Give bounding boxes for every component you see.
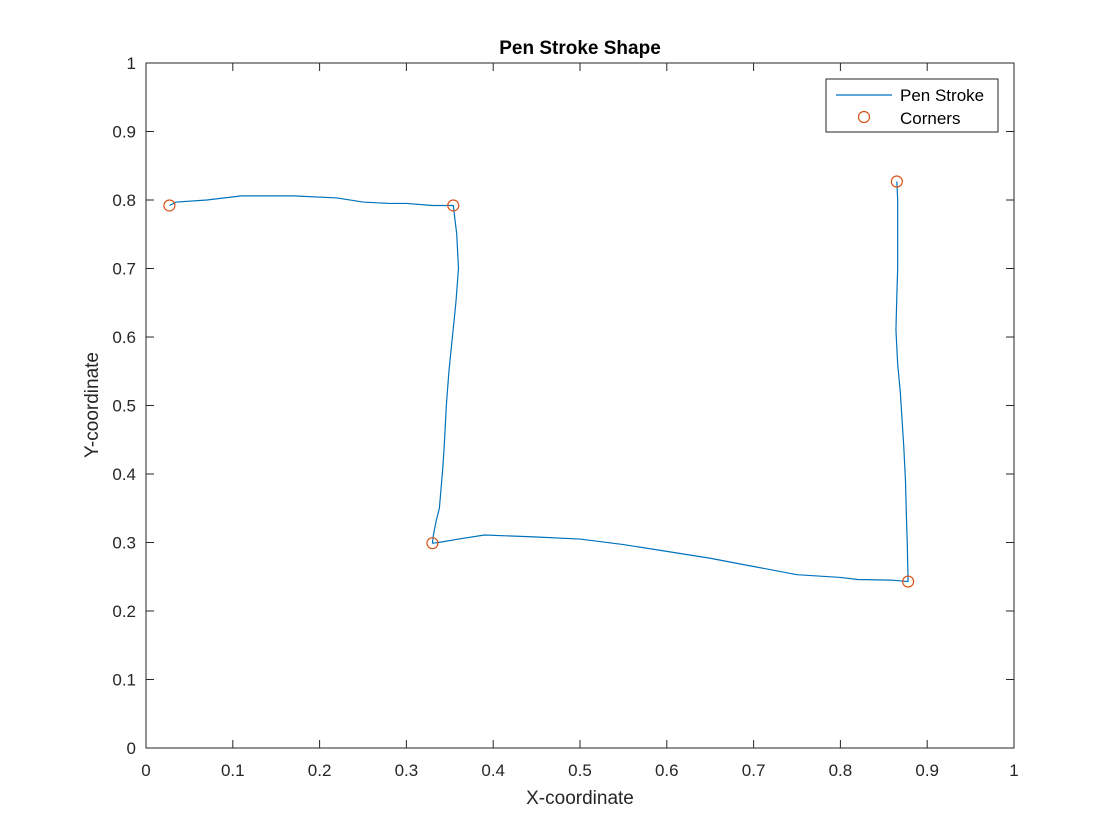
y-tick-label: 0.2 [112, 602, 136, 621]
x-tick-label: 0.6 [655, 761, 679, 780]
x-tick-label: 0.3 [395, 761, 419, 780]
x-axis-label: X-coordinate [526, 788, 634, 809]
y-tick-label: 0.5 [112, 397, 136, 416]
legend-entry-pen-stroke: Pen Stroke [900, 86, 984, 105]
legend-marker-sample [857, 110, 871, 124]
y-tick-label: 0.1 [112, 671, 136, 690]
corner-point [901, 575, 915, 588]
y-tick-label: 0.3 [112, 534, 136, 553]
plot-area [146, 63, 1014, 748]
x-tick-label: 0.9 [915, 761, 939, 780]
x-tick-label: 0 [141, 761, 150, 780]
x-tick-label: 0.1 [221, 761, 245, 780]
y-axis-label: Y-coordinate [82, 352, 103, 458]
series-line-pen-stroke [169, 181, 909, 583]
y-tick-label: 1 [127, 54, 136, 73]
data-layer [163, 175, 915, 588]
x-tick-label: 0.5 [568, 761, 592, 780]
x-tick-label: 0.4 [481, 761, 505, 780]
corner-point [426, 537, 439, 550]
x-tick-label: 0.7 [742, 761, 766, 780]
y-tick-label: 0 [127, 739, 136, 758]
chart-title: Pen Stroke Shape [499, 38, 661, 59]
legend-entry-corners: Corners [900, 109, 960, 128]
legend: Pen Stroke Corners [825, 78, 999, 133]
x-tick-label: 0.2 [308, 761, 332, 780]
legend-box [825, 78, 999, 133]
y-tick-label: 0.6 [112, 328, 136, 347]
corner-point [447, 199, 460, 212]
axes-layer: 0 0.1 0.2 0.3 0.4 0.5 0.6 0.7 0.8 0.9 1 0 0.1 0.2 0.3 0… [112, 54, 1018, 780]
x-tick-label: 0.8 [829, 761, 853, 780]
corner-point [163, 199, 176, 212]
y-tick-label: 0.9 [112, 123, 136, 142]
x-tick-label: 1 [1009, 761, 1018, 780]
corner-point [890, 175, 903, 188]
y-tick-label: 0.8 [112, 191, 136, 210]
y-tick-label: 0.4 [112, 465, 136, 484]
y-tick-label: 0.7 [112, 260, 136, 279]
